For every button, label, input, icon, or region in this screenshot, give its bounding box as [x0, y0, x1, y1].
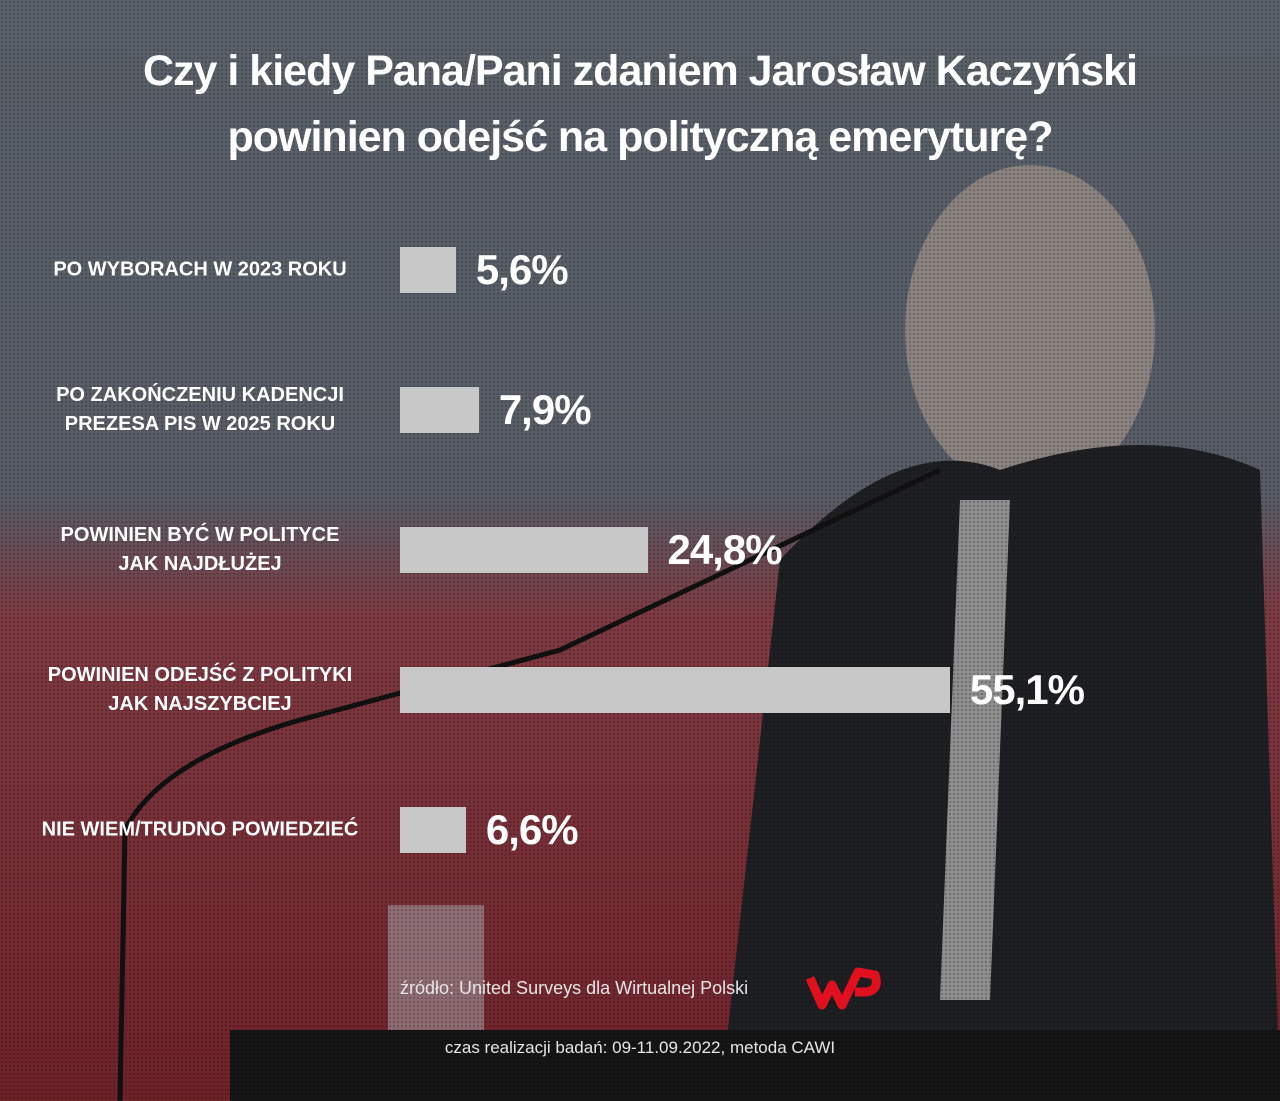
source: źródło: United Surveys dla Wirtualnej Po… [400, 978, 749, 998]
value-label: 24,8% [667, 526, 783, 573]
value-label: 55,1% [969, 666, 1085, 713]
category-label: POWINIEN BYĆ W POLITYCE JAK NAJDŁUŻEJ [60, 524, 340, 575]
note: czas realizacji badań: 09-11.09.2022, me… [444, 1038, 836, 1057]
bar [400, 387, 479, 433]
bar [400, 667, 950, 713]
value-label: 5,6% [475, 246, 569, 293]
value-label: 7,9% [498, 386, 592, 433]
category-label: PO ZAKOŃCZENIU KADENCJI PREZESA PIS W 20… [56, 384, 344, 435]
category-label: PO WYBORACH W 2023 ROKU [53, 258, 347, 281]
logo [805, 967, 881, 1010]
value-label: 6,6% [485, 806, 579, 853]
bar [400, 527, 648, 573]
category-label: POWINIEN ODEJŚĆ Z POLITYKI JAK NAJSZYBCI… [47, 664, 353, 715]
bar [400, 247, 456, 293]
category-label: NIE WIEM/TRUDNO POWIEDZIEĆ [41, 818, 359, 841]
chart-title: Czy i kiedy Pana/Pani zdaniem Jarosław K… [142, 47, 1138, 161]
bar [400, 807, 466, 853]
